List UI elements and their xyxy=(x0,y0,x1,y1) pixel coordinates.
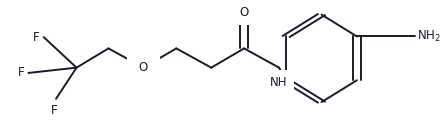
Text: F: F xyxy=(50,104,57,117)
Text: O: O xyxy=(139,61,148,74)
Text: NH$_2$: NH$_2$ xyxy=(417,29,441,44)
Text: NH: NH xyxy=(270,76,288,89)
Text: F: F xyxy=(33,31,39,44)
Text: O: O xyxy=(239,6,249,19)
Text: F: F xyxy=(18,66,25,80)
